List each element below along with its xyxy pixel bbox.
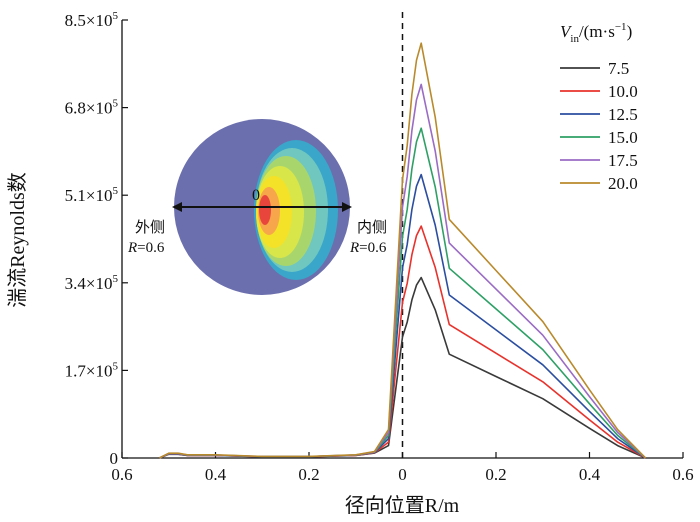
y-axis-title: 湍流Reynolds数 <box>6 172 29 308</box>
legend-label: 17.5 <box>608 151 638 170</box>
legend-title-unit-a: /(m·s <box>579 22 615 41</box>
inset-right-radius-symbol: R <box>349 240 359 256</box>
inset-contour-band <box>259 195 271 225</box>
legend-label: 10.0 <box>608 82 638 101</box>
cross-section-inset: 0 外侧 R=0.6 内侧 R=0.6 <box>127 119 387 295</box>
legend-title-sup: −1 <box>615 21 627 33</box>
y-tick-label: 1.7×105 <box>65 360 119 380</box>
legend-label: 15.0 <box>608 128 638 147</box>
legend-title: Vin/(m·s−1) <box>560 21 632 45</box>
legend-label: 20.0 <box>608 174 638 193</box>
legend-title-sub: in <box>570 33 579 45</box>
x-tick-label: 0.2 <box>485 465 506 484</box>
x-tick-label: 0.4 <box>579 465 601 484</box>
legend: Vin/(m·s−1) 7.5 10.0 12.5 15.0 17.5 20.0 <box>560 21 638 193</box>
series-line-20.0 <box>159 42 647 459</box>
inset-left-radius: R=0.6 <box>127 240 165 256</box>
legend-items: 7.5 10.0 12.5 15.0 17.5 20.0 <box>560 59 638 193</box>
x-tick-label: 0.6 <box>672 465 693 484</box>
x-tick-label: 0.6 <box>111 465 132 484</box>
inset-left-radius-value: =0.6 <box>137 240 165 256</box>
inset-left-radius-symbol: R <box>127 240 137 256</box>
y-axis-ticks: 0 1.7×105 3.4×105 5.1×105 6.8×105 8.5×105 <box>65 10 128 468</box>
inset-center-label: 0 <box>252 187 260 204</box>
inset-right-radius-value: =0.6 <box>359 240 387 256</box>
y-tick-label: 0 <box>110 449 119 468</box>
inset-right-label: 内侧 <box>357 219 387 236</box>
inset-contours <box>254 140 338 280</box>
inset-arrow-left-head <box>172 202 182 212</box>
legend-title-v: V <box>560 22 573 41</box>
x-tick-label: 0.4 <box>205 465 227 484</box>
legend-label: 7.5 <box>608 59 629 78</box>
x-axis-ticks: 0.6 0.4 0.2 0 0.2 0.4 0.6 <box>111 452 694 484</box>
x-tick-label: 0.2 <box>298 465 319 484</box>
inset-arrow-right-head <box>342 202 352 212</box>
y-tick-label: 5.1×105 <box>65 185 119 205</box>
y-tick-label: 3.4×105 <box>65 273 119 293</box>
inset-left-label: 外侧 <box>135 219 165 236</box>
series-lines <box>159 42 647 459</box>
x-axis-title: 径向位置R/m <box>345 494 460 517</box>
legend-title-unit-b: ) <box>627 22 633 41</box>
y-tick-label: 8.5×105 <box>65 10 119 30</box>
y-tick-label: 6.8×105 <box>65 98 119 118</box>
x-tick-label: 0 <box>398 465 407 484</box>
legend-label: 12.5 <box>608 105 638 124</box>
inset-right-radius: R=0.6 <box>349 240 387 256</box>
